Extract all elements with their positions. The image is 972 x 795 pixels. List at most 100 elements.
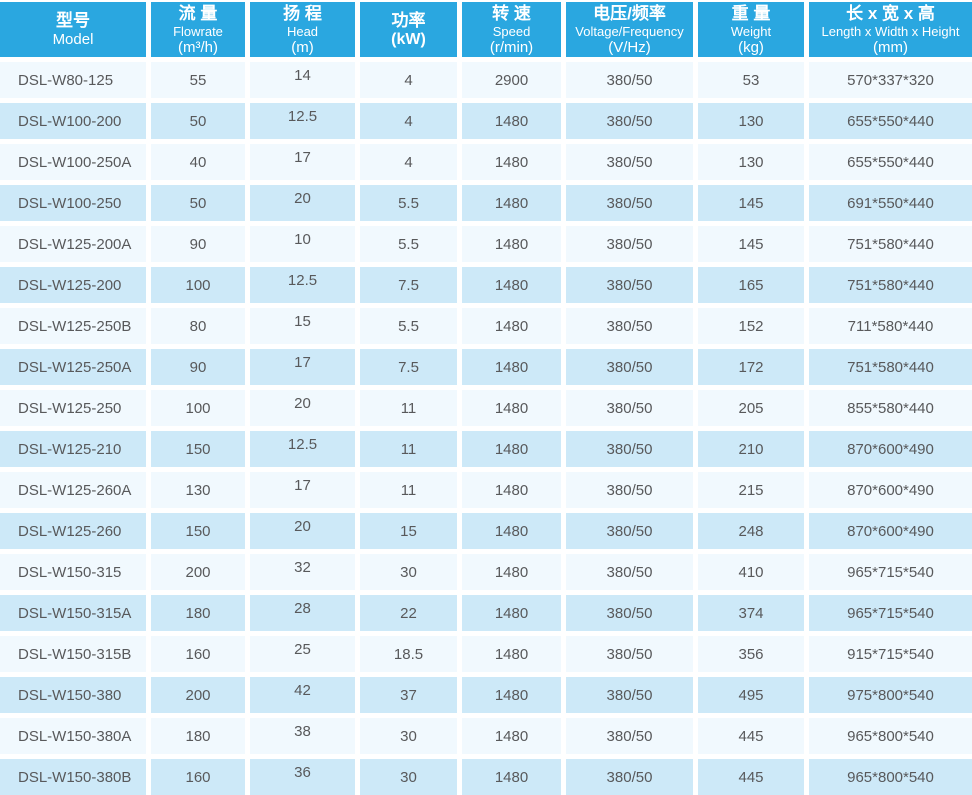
- cell-text: 380/50: [606, 153, 653, 171]
- cell-text: 25: [294, 640, 311, 658]
- cell-text: 445: [738, 727, 764, 745]
- value-cell: 1480: [457, 221, 561, 262]
- value-cell: 751*580*440: [804, 221, 972, 262]
- column-header: 转 速 Speed (r/min): [457, 2, 561, 57]
- column-header-unit: (m): [291, 38, 314, 56]
- cell-text: 410: [738, 563, 764, 581]
- value-cell: 1480: [457, 467, 561, 508]
- value-cell: 380/50: [561, 385, 693, 426]
- cell-text: 915*715*540: [847, 645, 934, 663]
- value-cell: 915*715*540: [804, 631, 972, 672]
- cell-text: 1480: [494, 522, 529, 540]
- table-row: DSL-W125-210 150 12.5 11 1480 380/50 210 870*60…: [0, 426, 972, 467]
- cell-text: DSL-W125-260: [18, 522, 122, 540]
- value-cell: 1480: [457, 426, 561, 467]
- value-cell: 380/50: [561, 713, 693, 754]
- cell-text: 55: [189, 71, 207, 89]
- value-cell: 90: [146, 221, 245, 262]
- model-cell: DSL-W100-250: [0, 180, 146, 221]
- value-cell: 380/50: [561, 754, 693, 795]
- value-cell: 380/50: [561, 426, 693, 467]
- cell-text: 1480: [494, 399, 529, 417]
- column-header: 长 x 宽 x 高 Length x Width x Height (mm): [804, 2, 972, 57]
- table-row: DSL-W100-250A 40 17 4 1480 380/50 130 655*550*4…: [0, 139, 972, 180]
- value-cell: 50: [146, 98, 245, 139]
- cell-text: 965*715*540: [847, 563, 934, 581]
- value-cell: 11: [355, 467, 457, 508]
- value-cell: 655*550*440: [804, 98, 972, 139]
- cell-text: 130: [185, 481, 211, 499]
- cell-text: 150: [185, 440, 211, 458]
- cell-text: DSL-W150-315A: [18, 604, 132, 622]
- value-cell: 380/50: [561, 98, 693, 139]
- column-header-cn: 流 量: [178, 3, 218, 23]
- cell-text: 180: [185, 727, 211, 745]
- cell-text: 380/50: [606, 481, 653, 499]
- value-cell: 5.5: [355, 303, 457, 344]
- cell-text: 380/50: [606, 194, 653, 212]
- cell-text: 1480: [494, 440, 529, 458]
- cell-text: 380/50: [606, 317, 653, 335]
- value-cell: 18.5: [355, 631, 457, 672]
- value-cell: 42: [245, 672, 355, 713]
- value-cell: 152: [693, 303, 804, 344]
- model-cell: DSL-W100-250A: [0, 139, 146, 180]
- value-cell: 15: [355, 508, 457, 549]
- value-cell: 11: [355, 426, 457, 467]
- value-cell: 160: [146, 754, 245, 795]
- column-header: 扬 程 Head (m): [245, 2, 355, 57]
- value-cell: 20: [245, 508, 355, 549]
- value-cell: 30: [355, 549, 457, 590]
- value-cell: 691*550*440: [804, 180, 972, 221]
- column-header-unit: (V/Hz): [608, 38, 651, 56]
- cell-text: 130: [738, 153, 764, 171]
- value-cell: 1480: [457, 139, 561, 180]
- cell-text: 4: [404, 153, 413, 171]
- value-cell: 1480: [457, 180, 561, 221]
- column-header-cn: 电压/频率: [593, 3, 666, 23]
- value-cell: 145: [693, 221, 804, 262]
- column-header-cn: 转 速: [492, 3, 531, 23]
- value-cell: 870*600*490: [804, 426, 972, 467]
- value-cell: 248: [693, 508, 804, 549]
- cell-text: 1480: [494, 645, 529, 663]
- table-row: DSL-W100-200 50 12.5 4 1480 380/50 130 655*550*…: [0, 98, 972, 139]
- value-cell: 1480: [457, 385, 561, 426]
- cell-text: 12.5: [287, 435, 318, 453]
- cell-text: 751*580*440: [847, 235, 934, 253]
- cell-text: 1480: [494, 481, 529, 499]
- cell-text: 380/50: [606, 768, 653, 786]
- cell-text: 870*600*490: [847, 522, 934, 540]
- column-header-en: Head: [286, 23, 319, 39]
- cell-text: DSL-W125-250: [18, 399, 122, 417]
- value-cell: 5.5: [355, 180, 457, 221]
- cell-text: 10: [294, 230, 311, 248]
- value-cell: 5.5: [355, 221, 457, 262]
- value-cell: 32: [245, 549, 355, 590]
- cell-text: 380/50: [606, 112, 653, 130]
- cell-text: 20: [294, 189, 311, 207]
- cell-text: DSL-W125-200: [18, 276, 122, 294]
- cell-text: 5.5: [398, 194, 419, 212]
- value-cell: 7.5: [355, 262, 457, 303]
- cell-text: 53: [742, 71, 760, 89]
- value-cell: 80: [146, 303, 245, 344]
- cell-text: 655*550*440: [847, 153, 934, 171]
- cell-text: 32: [294, 558, 311, 576]
- value-cell: 1480: [457, 262, 561, 303]
- model-cell: DSL-W125-260: [0, 508, 146, 549]
- model-cell: DSL-W150-315: [0, 549, 146, 590]
- table-row: DSL-W125-260A 130 17 11 1480 380/50 215 870*600…: [0, 467, 972, 508]
- column-header: 重 量 Weight (kg): [693, 2, 804, 57]
- value-cell: 180: [146, 713, 245, 754]
- table-row: DSL-W80-125 55 14 4 2900 380/50 53 570*337*320: [0, 57, 972, 98]
- cell-text: 11: [400, 440, 417, 458]
- cell-text: 870*600*490: [847, 481, 934, 499]
- column-header-cn: 重 量: [731, 3, 771, 23]
- cell-text: 4: [404, 112, 413, 130]
- cell-text: 20: [294, 517, 311, 535]
- value-cell: 28: [245, 590, 355, 631]
- value-cell: 10: [245, 221, 355, 262]
- value-cell: 1480: [457, 508, 561, 549]
